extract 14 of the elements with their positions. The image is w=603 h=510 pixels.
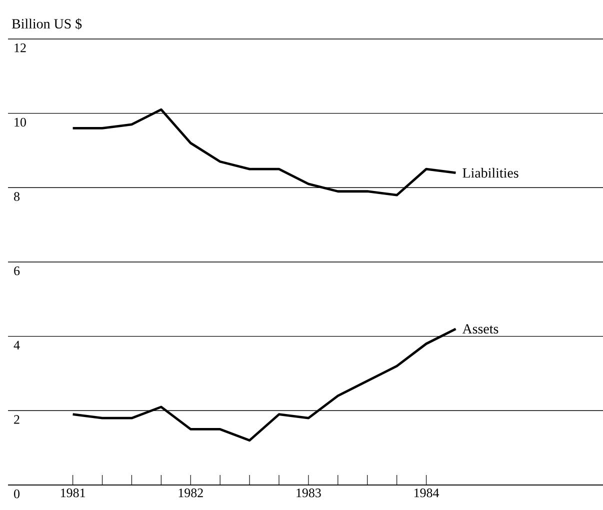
y-tick-label: 4: [14, 340, 20, 350]
y-tick-label: 8: [14, 192, 20, 201]
y-tick-label: 2: [14, 415, 20, 424]
x-tick-label: 1984: [414, 488, 440, 498]
series-label: Liabilities: [462, 168, 518, 178]
y-tick-label: 6: [14, 266, 20, 276]
x-tick-label: 1982: [178, 488, 203, 498]
x-tick-label: 1981: [61, 488, 85, 498]
series-label: Assets: [462, 324, 498, 334]
y-tick-label: 0: [14, 490, 20, 498]
y-axis-title: Billion US $: [12, 18, 82, 30]
y-tick-label: 12: [14, 44, 26, 52]
x-tick-label: 1983: [296, 488, 321, 498]
y-tick-label: 10: [14, 118, 26, 127]
